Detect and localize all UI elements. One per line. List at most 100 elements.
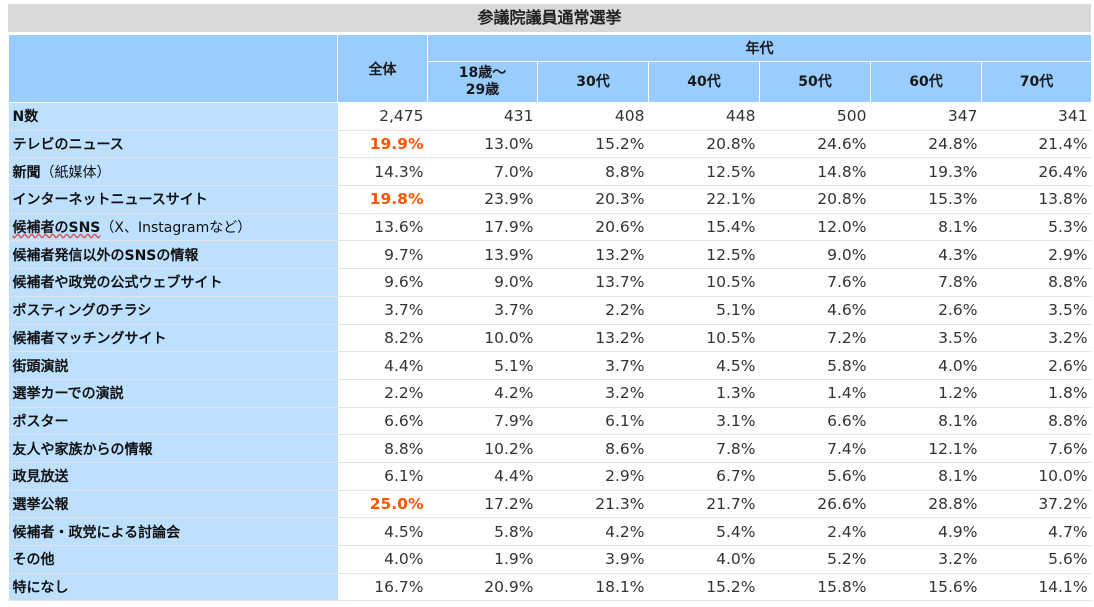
header-age-5: 70代 — [980, 61, 1093, 103]
cell-age-3: 24.6% — [759, 130, 871, 159]
cell-overall: 9.6% — [337, 268, 428, 297]
cell-age-5: 2.6% — [981, 351, 1092, 380]
table-row: 政見放送 6.1% 4.4% 2.9% 6.7% 5.6% 8.1% 10.0% — [8, 462, 1092, 491]
cell-age-4: 7.8% — [870, 268, 982, 297]
cell-overall: 16.7% — [337, 573, 428, 602]
table-row: 選挙カーでの演説 2.2% 4.2% 3.2% 1.3% 1.4% 1.2% 1.8% — [8, 379, 1092, 408]
table-row: 候補者・政党による討論会 4.5% 5.8% 4.2% 5.4% 2.4% 4.9% 4.7% — [8, 517, 1092, 546]
table-row: 候補者や政党の公式ウェブサイト 9.6% 9.0% 13.7% 10.5% 7.6% 7.8… — [8, 268, 1092, 297]
header-blank-cell — [8, 34, 338, 103]
row-label-text: 政見放送 — [12, 469, 69, 486]
cell-age-1: 21.3% — [537, 490, 649, 519]
row-label-sub: （紙媒体） — [40, 164, 111, 181]
cell-overall: 19.9% — [337, 130, 428, 159]
table-row: 候補者発信以外のSNSの情報 9.7% 13.9% 13.2% 12.5% 9.0% 4.3… — [8, 240, 1092, 270]
table-row: ポスター 6.6% 7.9% 6.1% 3.1% 6.6% 8.1% 8.8% — [8, 407, 1092, 436]
cell-age-5: 341 — [981, 102, 1092, 131]
cell-age-4: 15.3% — [870, 185, 982, 214]
cell-age-3: 5.2% — [759, 545, 871, 574]
header-age-0: 18歳～ 29歳 — [427, 61, 538, 103]
cell-age-4: 1.2% — [870, 379, 982, 408]
row-label-text: ポスティングのチラシ — [12, 303, 152, 320]
cell-age-1: 6.1% — [537, 407, 649, 436]
table-title: 参議院議員通常選挙 — [8, 4, 1091, 32]
row-label-text: 特になし — [12, 580, 69, 597]
row-label-text: テレビのニュース — [12, 137, 124, 154]
row-label-text: 候補者・政党による討論会 — [12, 524, 181, 541]
cell-age-4: 28.8% — [870, 490, 982, 519]
cell-age-2: 21.7% — [648, 490, 760, 519]
cell-age-4: 4.0% — [870, 351, 982, 380]
cell-age-2: 15.2% — [648, 573, 760, 602]
cell-age-5: 7.6% — [981, 434, 1092, 463]
cell-age-5: 13.8% — [981, 185, 1092, 214]
row-label: 新聞（紙媒体） — [8, 157, 338, 187]
cell-age-0: 13.0% — [427, 130, 538, 159]
row-label: 候補者のSNS（X、Instagramなど） — [8, 213, 338, 242]
row-label: N数 — [8, 102, 338, 131]
cell-age-5: 21.4% — [981, 130, 1092, 159]
cell-age-4: 24.8% — [870, 130, 982, 159]
table-row: 候補者のSNS（X、Instagramなど） 13.6% 17.9% 20.6% 15.… — [8, 213, 1092, 242]
cell-age-2: 4.5% — [648, 351, 760, 380]
table-row: インターネットニュースサイト 19.8% 23.9% 20.3% 22.1% 20.8% 1… — [8, 185, 1092, 214]
cell-age-0: 17.9% — [427, 213, 538, 242]
cell-age-5: 3.5% — [981, 296, 1092, 325]
table-body: N数 2,475 431 408 448 500 347 341 テレビのニュース 19.9% 13… — [8, 102, 1092, 602]
row-label: 候補者や政党の公式ウェブサイト — [8, 268, 338, 297]
cell-age-2: 6.7% — [648, 462, 760, 491]
cell-overall: 6.6% — [337, 407, 428, 436]
cell-age-2: 10.5% — [648, 324, 760, 353]
cell-age-3: 5.8% — [759, 351, 871, 380]
cell-age-4: 15.6% — [870, 573, 982, 602]
cell-age-1: 3.7% — [537, 351, 649, 380]
cell-age-1: 8.8% — [537, 157, 649, 187]
row-label-text: 選挙公報 — [12, 496, 69, 513]
cell-overall: 2.2% — [337, 379, 428, 408]
row-label-text: 候補者マッチングサイト — [12, 330, 167, 347]
cell-overall: 4.5% — [337, 517, 428, 546]
cell-age-1: 18.1% — [537, 573, 649, 602]
header-age-1: 30代 — [537, 61, 649, 103]
cell-age-2: 5.4% — [648, 517, 760, 546]
header-age-group: 年代 — [426, 34, 1093, 62]
cell-age-3: 14.8% — [759, 157, 871, 187]
cell-age-0: 10.2% — [427, 434, 538, 463]
row-label-text: N数 — [12, 109, 39, 126]
row-label-sub: （X、Instagramなど） — [100, 220, 252, 237]
cell-overall: 25.0% — [337, 490, 428, 519]
row-label: 候補者マッチングサイト — [8, 324, 338, 353]
cell-age-3: 500 — [759, 102, 871, 131]
table-header: 全体 年代 18歳～ 29歳 30代 40代 50代 60代 70代 — [8, 34, 1093, 103]
cell-age-3: 2.4% — [759, 517, 871, 546]
row-label-text: 友人や家族からの情報 — [12, 441, 153, 458]
cell-age-5: 5.6% — [981, 545, 1092, 574]
table-row: 友人や家族からの情報 8.8% 10.2% 8.6% 7.8% 7.4% 12.1% 7.6% — [8, 434, 1092, 463]
cell-age-2: 7.8% — [648, 434, 760, 463]
header-overall: 全体 — [337, 34, 428, 103]
row-label: インターネットニュースサイト — [8, 185, 338, 214]
table-row: 新聞（紙媒体） 14.3% 7.0% 8.8% 12.5% 14.8% 19.3% 26.4% — [8, 157, 1092, 187]
cell-age-3: 7.2% — [759, 324, 871, 353]
cell-age-2: 4.0% — [648, 545, 760, 574]
cell-age-0: 20.9% — [427, 573, 538, 602]
cell-age-2: 5.1% — [648, 296, 760, 325]
table-row: 街頭演説 4.4% 5.1% 3.7% 4.5% 5.8% 4.0% 2.6% — [8, 351, 1092, 380]
cell-age-3: 20.8% — [759, 185, 871, 214]
cell-age-0: 3.7% — [427, 296, 538, 325]
cell-age-0: 10.0% — [427, 324, 538, 353]
cell-age-3: 6.6% — [759, 407, 871, 436]
cell-age-1: 4.2% — [537, 517, 649, 546]
cell-age-0: 23.9% — [427, 185, 538, 214]
cell-age-5: 10.0% — [981, 462, 1092, 491]
cell-age-1: 20.6% — [537, 213, 649, 242]
table-row: N数 2,475 431 408 448 500 347 341 — [8, 102, 1092, 131]
table-row: その他 4.0% 1.9% 3.9% 4.0% 5.2% 3.2% 5.6% — [8, 545, 1092, 574]
cell-age-1: 15.2% — [537, 130, 649, 159]
row-label: 候補者発信以外のSNSの情報 — [8, 240, 338, 270]
row-label: テレビのニュース — [8, 130, 338, 159]
cell-age-0: 5.1% — [427, 351, 538, 380]
cell-age-1: 2.2% — [537, 296, 649, 325]
cell-age-5: 26.4% — [981, 157, 1092, 187]
cell-overall: 3.7% — [337, 296, 428, 325]
